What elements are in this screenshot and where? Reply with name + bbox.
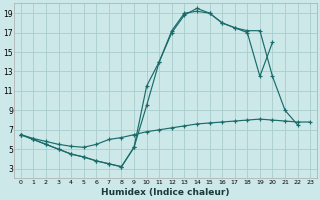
X-axis label: Humidex (Indice chaleur): Humidex (Indice chaleur) [101, 188, 230, 197]
